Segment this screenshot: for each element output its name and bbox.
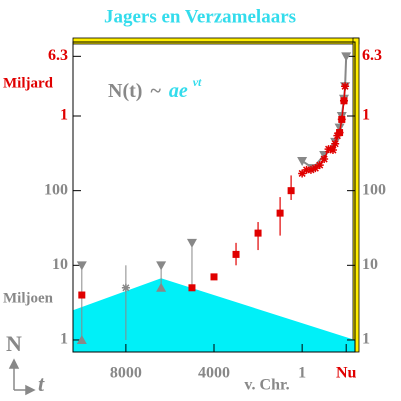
y-tick-label: 6.3 bbox=[362, 47, 382, 64]
y-tick-label: 1 bbox=[362, 331, 370, 348]
square-point bbox=[188, 284, 196, 292]
x-label: t bbox=[38, 371, 45, 396]
y-tick-label: 10 bbox=[52, 256, 68, 273]
y-tick-label: 100 bbox=[44, 181, 68, 198]
star-point bbox=[298, 169, 307, 178]
frame-top bbox=[72, 37, 360, 45]
star-point bbox=[306, 165, 315, 174]
star-point bbox=[121, 283, 130, 292]
star-point bbox=[341, 82, 350, 91]
triangle-down-point bbox=[341, 52, 352, 62]
y-tick-label: 1 bbox=[362, 107, 370, 124]
star-point bbox=[320, 155, 329, 164]
annotation: v. Chr. bbox=[244, 377, 289, 394]
formula-op: ~ bbox=[150, 80, 161, 102]
square-point bbox=[338, 115, 346, 123]
frame-right bbox=[352, 37, 360, 353]
star-point bbox=[326, 145, 335, 154]
triangle-up-point bbox=[76, 334, 87, 344]
axis-arrows bbox=[8, 358, 36, 396]
square-point bbox=[210, 273, 218, 281]
triangle-up-point bbox=[156, 282, 167, 292]
x-tick-label: 4000 bbox=[198, 365, 230, 382]
x-tick-label: 1 bbox=[298, 365, 306, 382]
x-tick-label: Nu bbox=[336, 365, 357, 382]
star-point bbox=[328, 146, 337, 155]
square-point bbox=[336, 129, 344, 137]
square-point bbox=[340, 97, 348, 105]
plot-frame bbox=[72, 41, 356, 353]
annotation: Miljoen bbox=[3, 290, 54, 306]
square-point bbox=[287, 187, 295, 195]
y-label: N bbox=[6, 331, 22, 356]
square-point bbox=[232, 250, 240, 258]
triangle-down-point bbox=[76, 261, 87, 271]
y-tick-label: 1 bbox=[60, 331, 68, 348]
star-point bbox=[331, 139, 340, 148]
annotation: Miljard bbox=[3, 75, 54, 91]
square-point bbox=[254, 229, 262, 237]
triangle-down-point bbox=[297, 156, 308, 166]
y-tick-label: 1 bbox=[60, 107, 68, 124]
y-tick-label: 100 bbox=[362, 181, 386, 198]
x-tick-label: 8000 bbox=[110, 365, 142, 382]
y-tick-label: 6.3 bbox=[48, 47, 68, 64]
triangle-down-point bbox=[156, 261, 167, 271]
area bbox=[73, 278, 355, 352]
chart-title: Jagers en Verzamelaars bbox=[104, 6, 296, 27]
star-point bbox=[311, 164, 320, 173]
triangle-down-point bbox=[186, 238, 197, 248]
formula: N(t) ~ ae νt bbox=[108, 75, 202, 102]
star-point bbox=[315, 161, 324, 170]
y-tick-label: 10 bbox=[362, 256, 378, 273]
square-point bbox=[276, 209, 284, 217]
formula-rhs: ae bbox=[169, 80, 188, 102]
square-point bbox=[78, 291, 86, 299]
formula-exponent: νt bbox=[193, 75, 202, 89]
star-point bbox=[302, 165, 311, 174]
formula-lhs: N(t) bbox=[108, 80, 142, 102]
